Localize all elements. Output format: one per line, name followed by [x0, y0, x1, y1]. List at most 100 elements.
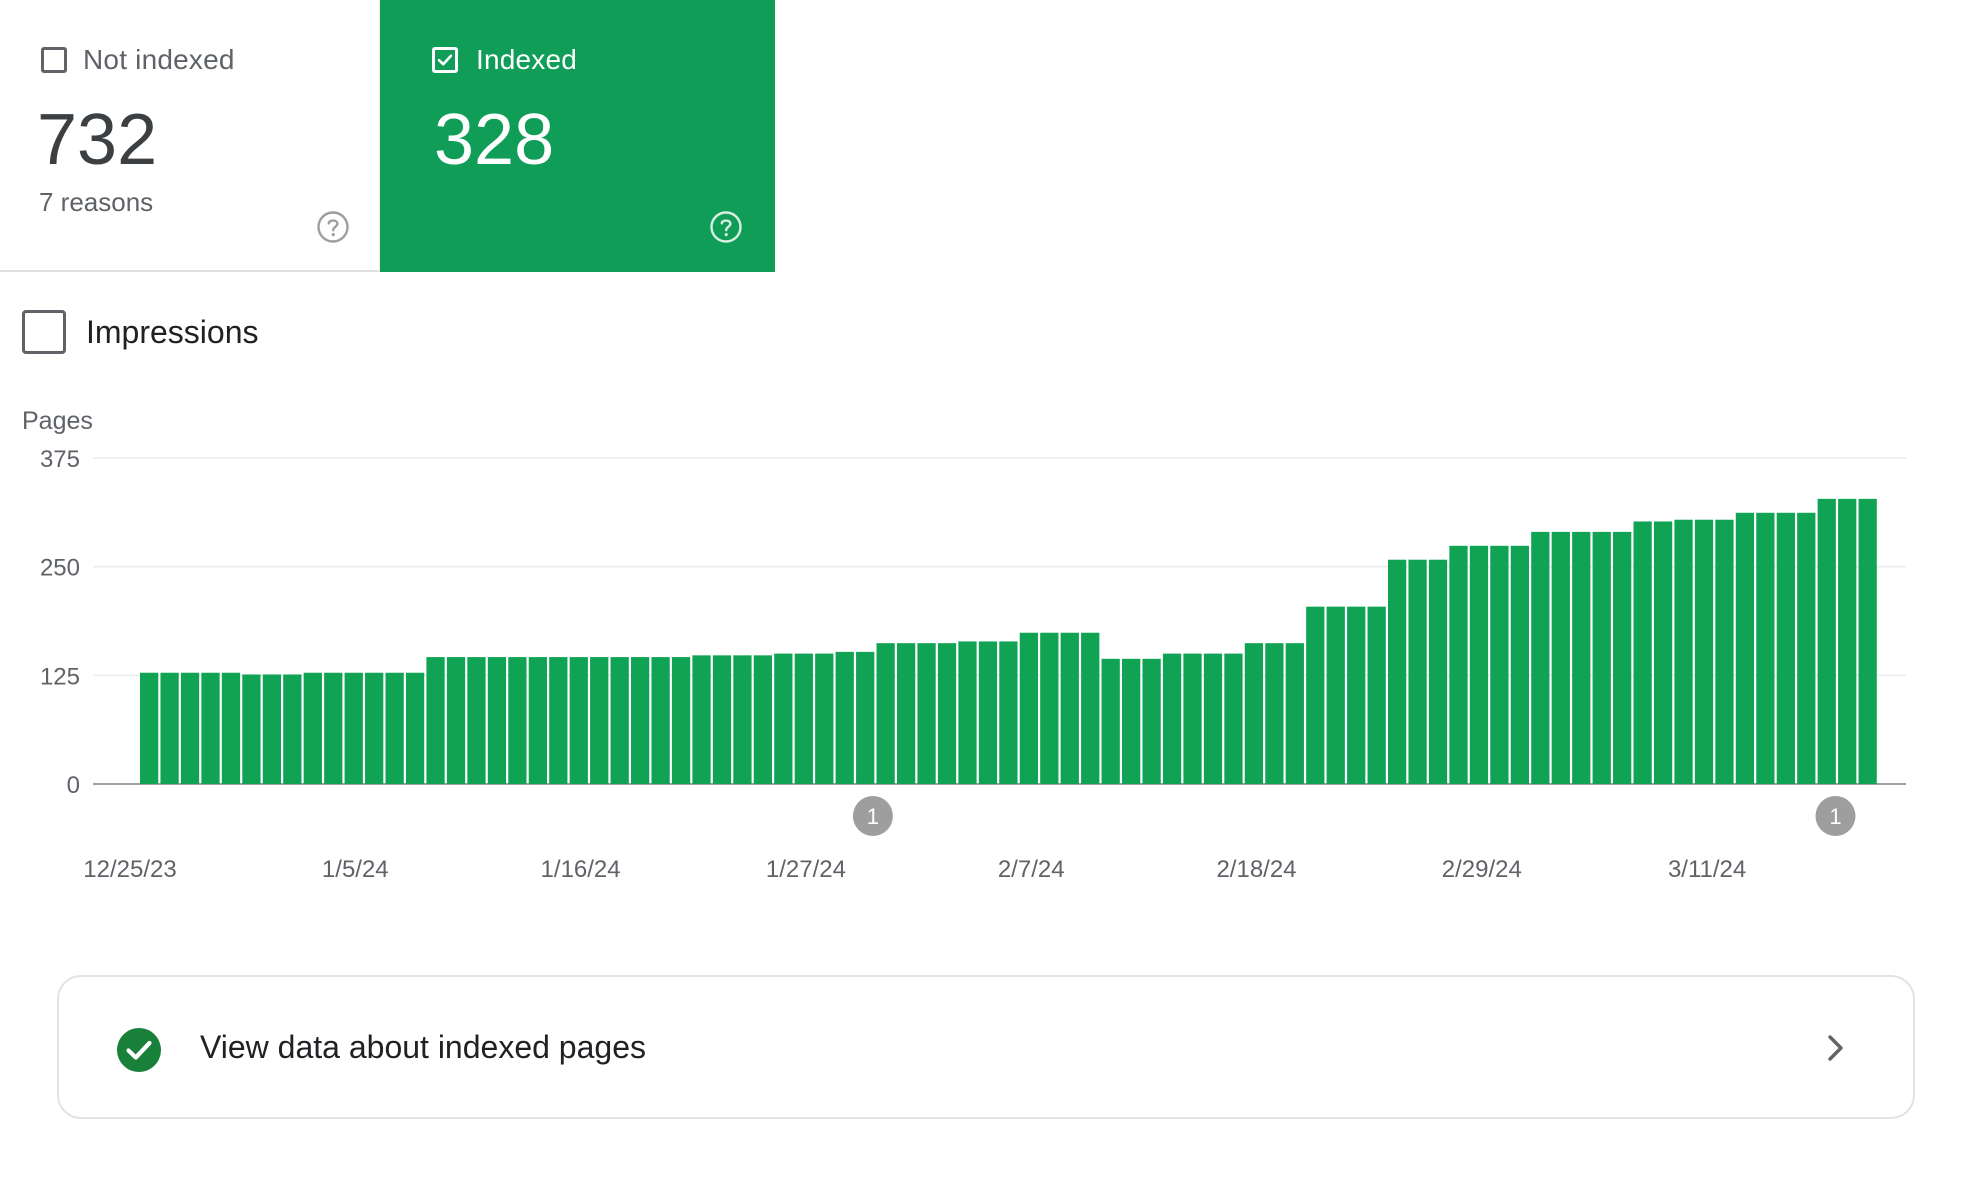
x-tick-label: 1/27/24 — [766, 856, 846, 883]
chart-bar[interactable] — [1347, 606, 1366, 784]
chart-bar[interactable] — [1326, 606, 1345, 784]
chart-bar[interactable] — [1592, 531, 1611, 784]
chart-bar[interactable] — [1224, 653, 1243, 784]
chart-bar[interactable] — [446, 657, 466, 784]
not-indexed-card[interactable]: Not indexed 732 7 reasons — [0, 0, 380, 272]
chart-bar[interactable] — [242, 674, 261, 784]
chart-bar[interactable] — [896, 643, 916, 784]
chart-bar[interactable] — [651, 657, 670, 784]
chart-bar[interactable] — [569, 657, 588, 784]
chart-bar[interactable] — [610, 657, 629, 784]
chart-bar[interactable] — [221, 672, 241, 784]
chart-bar[interactable] — [426, 657, 445, 784]
x-tick-label: 1/16/24 — [541, 856, 621, 883]
chart-bar[interactable] — [303, 672, 322, 784]
chart-bar[interactable] — [1306, 606, 1325, 784]
chart-bar[interactable] — [283, 674, 302, 784]
chart-bar[interactable] — [1060, 632, 1079, 784]
chart-bar[interactable] — [1653, 521, 1673, 784]
x-tick-label: 2/18/24 — [1216, 856, 1296, 883]
chart-bar[interactable] — [733, 655, 752, 784]
chart-bar[interactable] — [1285, 643, 1304, 784]
indexed-checkbox[interactable] — [432, 47, 458, 73]
chart-bar[interactable] — [1531, 531, 1550, 784]
chart-bar[interactable] — [1858, 498, 1877, 784]
chart-bar[interactable] — [1469, 545, 1489, 784]
view-indexed-pages-link[interactable]: View data about indexed pages — [57, 975, 1915, 1119]
chart-bar[interactable] — [528, 657, 547, 784]
chart-bar[interactable] — [1183, 653, 1202, 784]
chart-bar[interactable] — [937, 643, 957, 784]
chart-bar[interactable] — [1449, 545, 1468, 784]
chart-bar[interactable] — [1040, 632, 1059, 784]
indexed-card[interactable]: Indexed 328 — [380, 0, 775, 272]
chart-bar[interactable] — [1387, 559, 1407, 784]
chart-bar[interactable] — [999, 641, 1018, 784]
chart-bar[interactable] — [1674, 519, 1693, 784]
chart-bar[interactable] — [1715, 519, 1734, 784]
chart-bar[interactable] — [1244, 643, 1264, 784]
chart-bar[interactable] — [1122, 658, 1141, 784]
chart-bar[interactable] — [712, 655, 732, 784]
chart-bar[interactable] — [917, 643, 936, 784]
chart-bar[interactable] — [753, 655, 773, 784]
chart-bar[interactable] — [1203, 653, 1223, 784]
chart-bar[interactable] — [344, 672, 363, 784]
chart-bar[interactable] — [1756, 512, 1775, 784]
not-indexed-checkbox[interactable] — [41, 47, 67, 73]
chart-bar[interactable] — [876, 643, 895, 784]
chart-bar[interactable] — [671, 657, 691, 784]
chart-bar[interactable] — [1510, 545, 1529, 784]
chart-bar[interactable] — [692, 655, 711, 784]
chart-bar[interactable] — [1162, 653, 1182, 784]
chart-bar[interactable] — [1490, 545, 1509, 784]
chart-bar[interactable] — [467, 657, 486, 784]
chart-bar[interactable] — [1633, 521, 1652, 784]
chart-bar[interactable] — [1735, 512, 1755, 784]
chart-bar[interactable] — [201, 672, 220, 784]
chart-bar[interactable] — [1613, 531, 1632, 784]
help-circle-icon[interactable] — [316, 210, 350, 244]
chart-bar[interactable] — [1428, 559, 1448, 784]
annotation-marker[interactable]: 1 — [852, 796, 893, 836]
chart-bar[interactable] — [774, 653, 793, 784]
chart-bar[interactable] — [262, 674, 282, 784]
chart-bar[interactable] — [140, 672, 159, 784]
chart-bar[interactable] — [365, 672, 384, 784]
chart-bar[interactable] — [1408, 559, 1427, 784]
chart-bar[interactable] — [385, 672, 404, 784]
annotation-marker[interactable]: 1 — [1815, 796, 1856, 836]
chart-bar[interactable] — [835, 651, 854, 784]
chart-bar[interactable] — [1694, 519, 1714, 784]
chart-bar[interactable] — [1101, 658, 1120, 784]
impressions-checkbox[interactable] — [22, 310, 66, 354]
chart-bar[interactable] — [1265, 643, 1284, 784]
chart-bar[interactable] — [1776, 512, 1795, 784]
chart-bar[interactable] — [1142, 658, 1161, 784]
chart-bar[interactable] — [794, 653, 813, 784]
chart-bar[interactable] — [508, 657, 527, 784]
chart-bar[interactable] — [549, 657, 568, 784]
indexed-pages-chart: Pages 375 250 125 0 1 1 12/25/23 1/5/24 1/16/2… — [22, 407, 1906, 883]
chart-bar[interactable] — [856, 651, 875, 784]
chart-bar[interactable] — [324, 672, 343, 784]
chart-bar[interactable] — [1797, 512, 1816, 784]
chart-bar[interactable] — [815, 653, 834, 784]
chart-bar[interactable] — [1817, 498, 1836, 784]
chart-bar[interactable] — [631, 657, 650, 784]
help-circle-icon[interactable] — [709, 210, 743, 244]
chart-bar[interactable] — [1019, 632, 1038, 784]
chart-bar[interactable] — [1838, 498, 1857, 784]
chart-bar[interactable] — [1367, 606, 1386, 784]
chart-bar[interactable] — [958, 641, 977, 784]
chart-bar[interactable] — [405, 672, 425, 784]
chart-bar[interactable] — [160, 672, 179, 784]
chart-bar[interactable] — [1081, 632, 1100, 784]
chart-bar[interactable] — [590, 657, 609, 784]
chart-bar[interactable] — [180, 672, 200, 784]
chart-bar[interactable] — [1572, 531, 1591, 784]
chart-bar[interactable] — [978, 641, 998, 784]
x-tick-label: 3/11/24 — [1668, 856, 1746, 883]
chart-bar[interactable] — [1551, 531, 1570, 784]
chart-bar[interactable] — [487, 657, 507, 784]
